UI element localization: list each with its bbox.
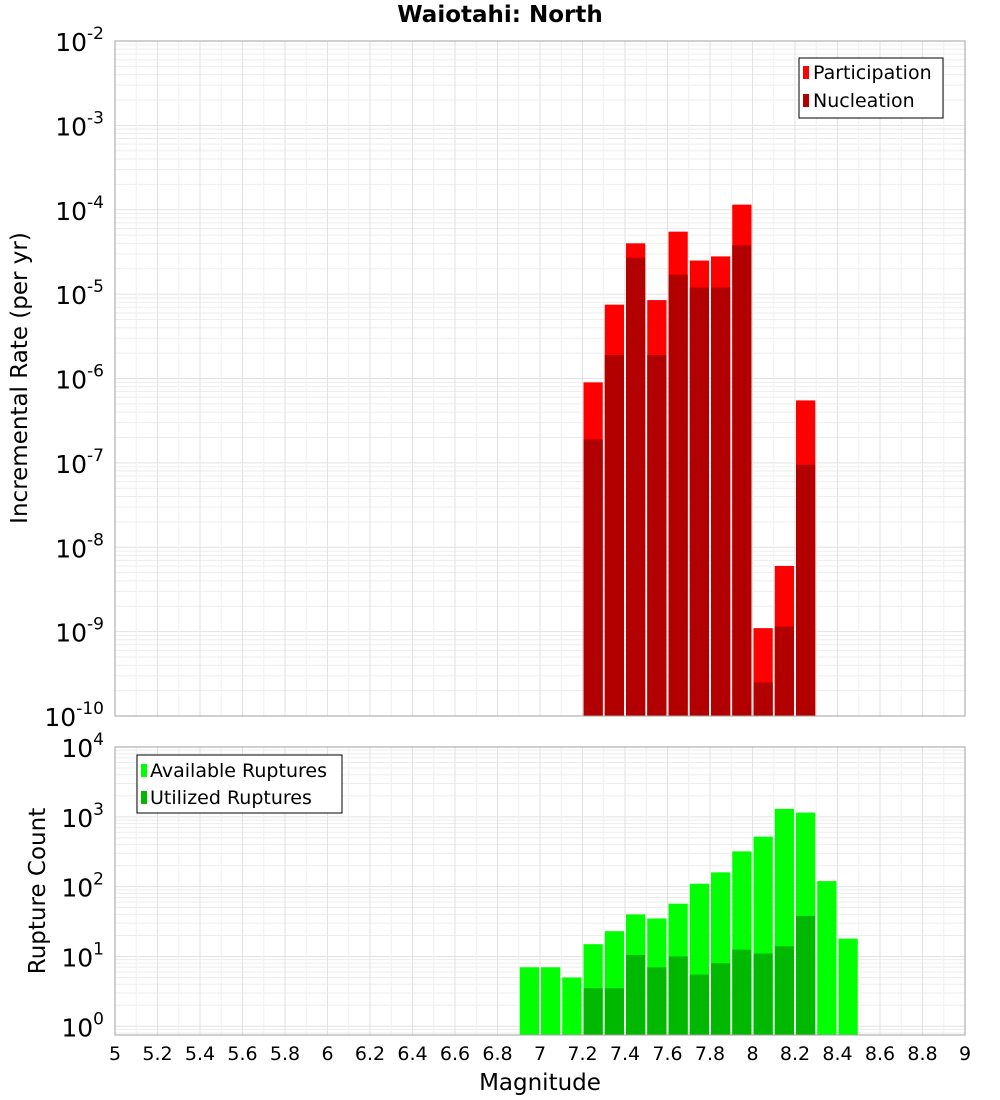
y-tick-label: 10-7: [55, 446, 104, 479]
y-tick-label: 100: [61, 1009, 104, 1042]
bar-available-ruptures: [541, 967, 561, 1035]
top-bars: [583, 204, 816, 717]
x-tick-label: 6.8: [482, 1043, 512, 1065]
legend-nucleation-swatch: [803, 94, 809, 107]
bar-nucleation: [583, 439, 603, 716]
x-tick-label: 7.4: [610, 1043, 640, 1065]
bottom-y-tick-labels: 100 101 102 103 104: [61, 730, 104, 1042]
top-legend-box: [798, 57, 944, 119]
y-tick-label: 10-8: [55, 530, 104, 563]
legend-available-swatch: [141, 764, 147, 777]
bar-nucleation: [753, 682, 773, 716]
legend-available-label: Available Ruptures: [150, 760, 327, 782]
x-tick-label: 7.6: [652, 1043, 682, 1065]
x-tick-label: 6.6: [440, 1043, 470, 1065]
bar-utilized-ruptures: [668, 956, 688, 1035]
bar-utilized-ruptures: [626, 954, 646, 1035]
bar-utilized-ruptures: [647, 967, 667, 1035]
bottom-legend: Available Ruptures Utilized Ruptures: [136, 754, 343, 814]
bar-available-ruptures: [838, 938, 858, 1035]
bar-nucleation: [732, 245, 752, 717]
bar-available-ruptures: [562, 977, 582, 1035]
participation-nucleation-panel: 10-10 10-9 10-8 10-7 10-6 10-5 10-4 10-3 10-2 In…: [7, 24, 966, 732]
bottom-bars: [519, 808, 858, 1035]
bar-nucleation: [626, 257, 646, 716]
y-tick-label: 102: [61, 870, 104, 903]
bar-utilized-ruptures: [711, 963, 731, 1035]
bar-nucleation: [711, 287, 731, 716]
x-tick-label: 5.8: [270, 1043, 300, 1065]
x-tick-label: 6: [321, 1043, 333, 1065]
bar-utilized-ruptures: [604, 988, 624, 1035]
x-tick-label: 6.2: [355, 1043, 385, 1065]
y-tick-label: 10-10: [44, 699, 104, 732]
x-tick-label: 5.6: [227, 1043, 257, 1065]
legend-nucleation-label: Nucleation: [813, 90, 915, 112]
y-tick-label: 104: [61, 730, 104, 763]
y-tick-label: 10-5: [55, 277, 104, 310]
x-tick-label: 8: [746, 1043, 758, 1065]
bar-utilized-ruptures: [689, 974, 709, 1035]
top-plot-frame: [114, 40, 966, 717]
legend-participation-label: Participation: [813, 62, 932, 84]
x-tick-label: 8.2: [780, 1043, 810, 1065]
x-tick-labels: 5 5.2 5.4 5.6 5.8 6 6.2 6.4 6.6 6.8 7 7.2 7.4 7.6 7.8 8…: [109, 1043, 971, 1065]
x-tick-label: 7: [534, 1043, 546, 1065]
x-tick-label: 8.4: [822, 1043, 852, 1065]
x-axis-title: Magnitude: [479, 1070, 601, 1096]
y-tick-label: 10-3: [55, 108, 104, 141]
x-tick-label: 5.4: [185, 1043, 215, 1065]
bar-utilized-ruptures: [774, 946, 794, 1035]
y-tick-label: 10-4: [55, 193, 104, 226]
bar-nucleation: [647, 354, 667, 716]
x-tick-label: 8.6: [865, 1043, 895, 1065]
x-tick-label: 5.2: [142, 1043, 172, 1065]
bar-utilized-ruptures: [753, 953, 773, 1035]
y-tick-label: 103: [61, 800, 104, 833]
rupture-count-panel: 100 101 102 103 104 5 5.2 5.4 5.6 5.8 6 6.2 6.4 6.6 6…: [25, 730, 971, 1096]
bottom-legend-box: [136, 754, 343, 814]
legend-utilized-label: Utilized Ruptures: [150, 787, 312, 809]
legend-participation-swatch: [803, 66, 809, 79]
bar-available-ruptures: [817, 881, 837, 1035]
top-y-axis-title: Incremental Rate (per yr): [7, 232, 33, 524]
x-tick-label: 6.4: [397, 1043, 427, 1065]
y-tick-label: 10-2: [55, 24, 104, 57]
x-tick-label: 7.2: [567, 1043, 597, 1065]
bar-utilized-ruptures: [583, 988, 603, 1035]
y-tick-label: 10-6: [55, 362, 104, 395]
bottom-y-axis-title: Rupture Count: [25, 808, 51, 974]
x-tick-label: 5: [109, 1043, 121, 1065]
top-grid: [114, 41, 966, 717]
legend-utilized-swatch: [141, 791, 147, 804]
top-legend: Participation Nucleation: [798, 57, 944, 119]
top-y-tick-labels: 10-10 10-9 10-8 10-7 10-6 10-5 10-4 10-3 10-2: [44, 24, 104, 732]
x-tick-label: 9: [959, 1043, 971, 1065]
x-tick-label: 8.8: [907, 1043, 937, 1065]
y-tick-label: 101: [61, 939, 104, 972]
bottom-plot-frame: [114, 746, 966, 1036]
bar-nucleation: [604, 354, 624, 716]
bar-available-ruptures: [519, 967, 539, 1035]
bar-nucleation: [689, 287, 709, 716]
bar-nucleation: [668, 274, 688, 716]
chart-title: Waiotahi: North: [397, 2, 603, 28]
bar-nucleation: [796, 464, 816, 716]
bar-nucleation: [774, 626, 794, 716]
x-tick-label: 7.8: [695, 1043, 725, 1065]
bar-utilized-ruptures: [796, 915, 816, 1035]
y-tick-label: 10-9: [55, 615, 104, 648]
bar-utilized-ruptures: [732, 949, 752, 1035]
